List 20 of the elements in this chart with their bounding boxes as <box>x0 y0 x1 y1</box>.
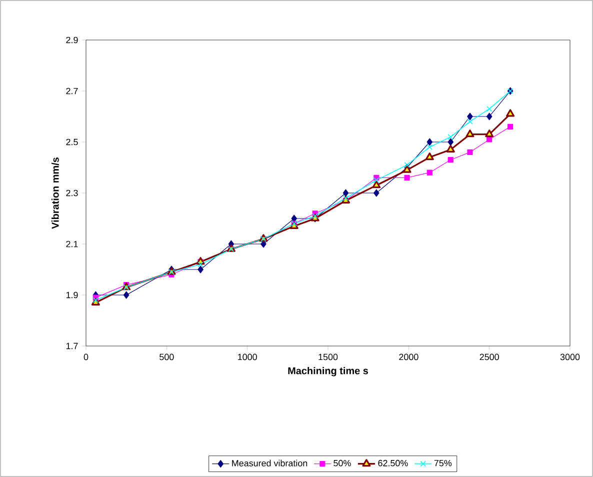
x-tick-label: 2500 <box>480 354 499 360</box>
legend-label: 62.50% <box>378 460 408 466</box>
y-tick-label: 2.1 <box>66 240 78 248</box>
x-tick-label: 500 <box>160 354 174 360</box>
y-tick-label: 1.7 <box>66 342 78 350</box>
y-axis-title: Vibration mm/s <box>52 158 59 229</box>
legend-label: Measured vibration <box>232 460 308 466</box>
y-tick-label: 2.5 <box>66 138 78 146</box>
x-tick-label: 1500 <box>318 354 338 360</box>
x-tick-label: 3000 <box>560 354 580 360</box>
x-tick-label: 2000 <box>399 354 418 360</box>
legend-label: 75% <box>434 460 452 466</box>
y-tick-label: 1.9 <box>66 292 78 298</box>
x-tick-label: 0 <box>84 354 88 360</box>
y-tick-label: 2.7 <box>66 88 78 94</box>
x-axis-title: Machining time s <box>288 366 368 376</box>
legend-label: 50% <box>334 460 351 466</box>
y-tick-label: 2.3 <box>66 190 78 196</box>
y-tick-label: 2.9 <box>66 36 78 44</box>
x-tick-label: 1000 <box>238 354 257 360</box>
